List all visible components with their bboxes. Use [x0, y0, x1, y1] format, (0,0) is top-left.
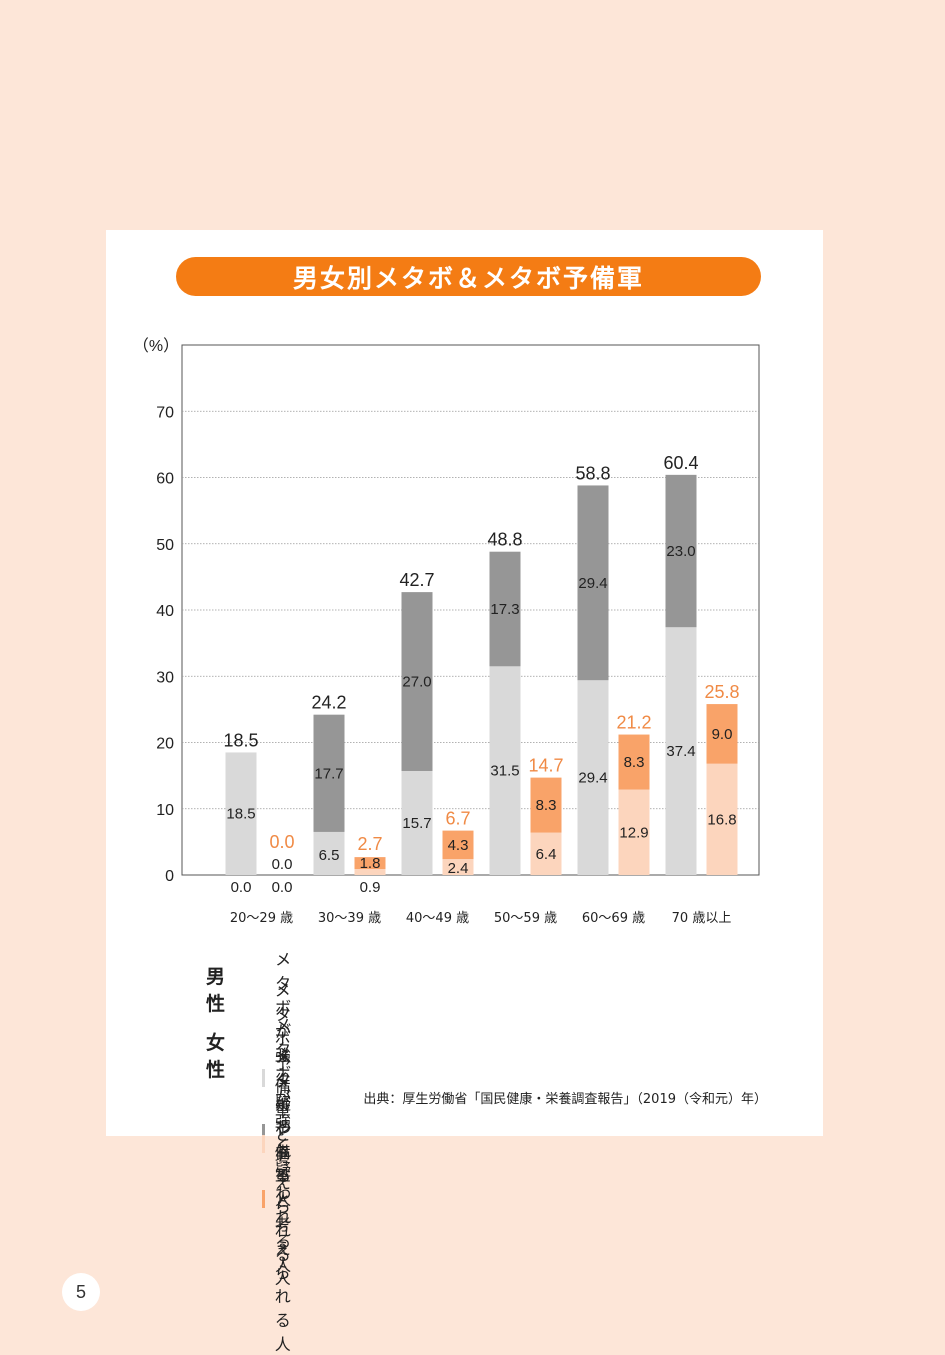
- x-category-label-4: 60～69 歳: [582, 911, 645, 926]
- label-female-strong-0: 0.0: [272, 879, 293, 896]
- label-female-reserve-3: 8.3: [536, 797, 557, 814]
- chart-title: 男女別メタボ＆メタボ予備軍: [176, 257, 761, 296]
- label-male-total-2: 42.7: [399, 570, 434, 590]
- y-tick-label-0: 0: [165, 868, 174, 885]
- bar-male-strong-1: [313, 831, 345, 875]
- x-category-label-5: 70 歳以上: [672, 911, 732, 926]
- bar-male-reserve-2: [401, 592, 433, 771]
- legend-female-label: 女性: [206, 1032, 226, 1081]
- bar-male-reserve-1: [313, 714, 345, 832]
- bar-female-reserve-3: [530, 777, 562, 833]
- y-tick-label-50: 50: [156, 537, 174, 554]
- label-female-total-1: 2.7: [357, 834, 382, 854]
- bar-female-reserve-5: [706, 704, 738, 764]
- label-female-strong-3: 6.4: [536, 846, 557, 863]
- bar-female-strong-1: [354, 869, 386, 875]
- bar-female-reserve-2: [442, 830, 474, 860]
- chart-card: 男女別メタボ＆メタボ予備軍 0 10 20 30 40 50 60 70 （%） 18.5 0.0 1…: [106, 230, 823, 1354]
- legend-swatch-female-strong: [262, 1135, 266, 1153]
- label-male-reserve-1: 17.7: [314, 765, 343, 782]
- bar-male-strong-2: [401, 770, 433, 875]
- legend-item-male-strong: メタボが強く疑われる人: [262, 946, 306, 1210]
- legend-text-male-strong: メタボが強く疑われる人: [275, 950, 292, 1209]
- label-female-reserve-2: 4.3: [448, 837, 469, 854]
- label-female-strong-2: 2.4: [448, 860, 469, 877]
- bar-female-strong-3: [530, 832, 562, 875]
- page-number: 5: [62, 1273, 100, 1311]
- legend-text-female-reserve: メタボ予備軍と考えられる人: [274, 1047, 291, 1354]
- label-female-reserve-5: 9.0: [712, 726, 733, 743]
- legend-swatch-male-reserve: [262, 1124, 265, 1142]
- bar-male-reserve-5: [665, 474, 697, 628]
- bar-female-reserve-4: [618, 734, 650, 790]
- label-male-reserve-3: 17.3: [490, 601, 519, 618]
- label-male-total-4: 58.8: [575, 463, 610, 483]
- legend-swatch-male-strong: [262, 1069, 266, 1087]
- y-axis-unit: （%）: [133, 337, 179, 355]
- label-male-reserve-4: 29.4: [578, 575, 607, 592]
- label-male-total-3: 48.8: [487, 530, 522, 550]
- label-female-total-0: 0.0: [269, 832, 294, 852]
- legend-text-female-strong: メタボが強く疑われる人: [275, 1016, 292, 1275]
- label-male-strong-1: 6.5: [319, 847, 340, 864]
- bar-female-reserve-1: [354, 857, 386, 870]
- bar-male-strong-3: [489, 666, 521, 875]
- label-male-total-0: 18.5: [223, 730, 258, 750]
- label-female-reserve-1: 1.8: [360, 855, 381, 872]
- legend-item-female-strong: メタボが強く疑われる人: [262, 1012, 306, 1276]
- label-female-strong-4: 12.9: [619, 824, 648, 841]
- label-female-total-5: 25.8: [704, 682, 739, 702]
- label-male-strong-0: 18.5: [226, 806, 255, 823]
- label-female-total-4: 21.2: [616, 713, 651, 733]
- label-male-reserve-5: 23.0: [666, 543, 695, 560]
- label-female-reserve-4: 8.3: [624, 754, 645, 771]
- label-female-strong-1: 0.9: [360, 879, 381, 896]
- label-female-strong-5: 16.8: [707, 811, 736, 828]
- y-tick-label-70: 70: [156, 404, 174, 421]
- label-female-total-3: 14.7: [528, 756, 563, 776]
- bar-male-strong-4: [577, 680, 609, 875]
- label-male-total-5: 60.4: [663, 453, 698, 473]
- y-tick-label-20: 20: [156, 736, 174, 753]
- bar-male-strong-0: [225, 752, 257, 875]
- bar-female-strong-2: [442, 859, 474, 875]
- y-tick-label-10: 10: [156, 802, 174, 819]
- y-tick-label-60: 60: [156, 471, 174, 488]
- legend-item-male-reserve: メタボ予備軍と考えられる人: [262, 977, 306, 1289]
- bar-male-reserve-3: [489, 551, 521, 667]
- label-female-reserve-0: 0.0: [272, 856, 293, 873]
- stacked-bar-chart: 0 10 20 30 40 50 60 70 （%） 18.5 0.0 18.5 0.0 0.0 0.0 20…: [133, 337, 760, 926]
- legend-male-label: 男性: [206, 966, 226, 1015]
- label-male-reserve-0: 0.0: [231, 879, 252, 896]
- label-male-strong-5: 37.4: [666, 743, 695, 760]
- legend-item-female-reserve: メタボ予備軍と考えられる人: [262, 1043, 306, 1355]
- source-citation: 出典：厚生労働省「国民健康・栄養調査報告」（2019（令和元）年）: [363, 1092, 767, 1107]
- label-male-reserve-2: 27.0: [402, 674, 431, 691]
- bar-male-reserve-4: [577, 485, 609, 681]
- legend-swatch-female-reserve: [262, 1190, 265, 1208]
- label-female-total-2: 6.7: [445, 809, 470, 829]
- label-male-strong-3: 31.5: [490, 763, 519, 780]
- bar-male-strong-5: [665, 627, 697, 875]
- bar-female-strong-5: [706, 763, 738, 875]
- x-category-label-0: 20～29 歳: [230, 911, 293, 926]
- legend-text-male-reserve: メタボ予備軍と考えられる人: [274, 981, 291, 1288]
- x-category-label-1: 30～39 歳: [318, 911, 381, 926]
- x-category-label-3: 50～59 歳: [494, 911, 557, 926]
- label-male-total-1: 24.2: [311, 693, 346, 713]
- label-male-strong-4: 29.4: [578, 770, 607, 787]
- x-category-label-2: 40～49 歳: [406, 911, 469, 926]
- y-tick-label-40: 40: [156, 603, 174, 620]
- label-male-strong-2: 15.7: [402, 815, 431, 832]
- bar-female-strong-4: [618, 789, 650, 875]
- y-tick-label-30: 30: [156, 669, 174, 686]
